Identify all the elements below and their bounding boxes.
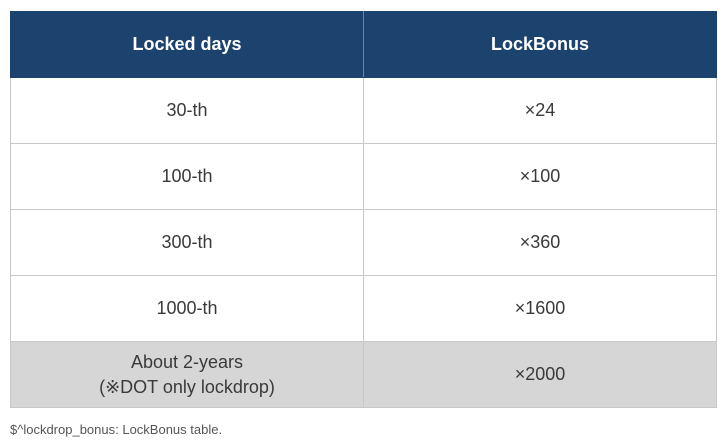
header-lockbonus: LockBonus <box>363 11 717 78</box>
cell-locked-days-two-years: About 2-years (※DOT only lockdrop) <box>10 341 364 408</box>
table-row: 300-th ×360 <box>10 209 717 276</box>
cell-lockbonus: ×2000 <box>363 341 717 408</box>
table-caption: $^lockdrop_bonus: LockBonus table. <box>10 422 223 437</box>
table-row: 100-th ×100 <box>10 143 717 210</box>
table-row-highlight: About 2-years (※DOT only lockdrop) ×2000 <box>10 341 717 408</box>
header-locked-days: Locked days <box>10 11 364 78</box>
cell-lockbonus: ×360 <box>363 209 717 276</box>
lockbonus-table: Locked days LockBonus 30-th ×24 100-th ×… <box>10 11 717 408</box>
cell-days-line1: About 2-years <box>130 351 244 372</box>
cell-locked-days: 300-th <box>10 209 364 276</box>
table-row: 30-th ×24 <box>10 77 717 144</box>
cell-lockbonus: ×1600 <box>363 275 717 342</box>
table-header-row: Locked days LockBonus <box>10 11 717 78</box>
cell-days-line2: (※DOT only lockdrop) <box>99 376 275 397</box>
cell-lockbonus: ×100 <box>363 143 717 210</box>
cell-locked-days: 100-th <box>10 143 364 210</box>
table-row: 1000-th ×1600 <box>10 275 717 342</box>
cell-locked-days: 1000-th <box>10 275 364 342</box>
cell-lockbonus: ×24 <box>363 77 717 144</box>
lockbonus-table-container: Locked days LockBonus 30-th ×24 100-th ×… <box>10 11 717 408</box>
cell-locked-days: 30-th <box>10 77 364 144</box>
